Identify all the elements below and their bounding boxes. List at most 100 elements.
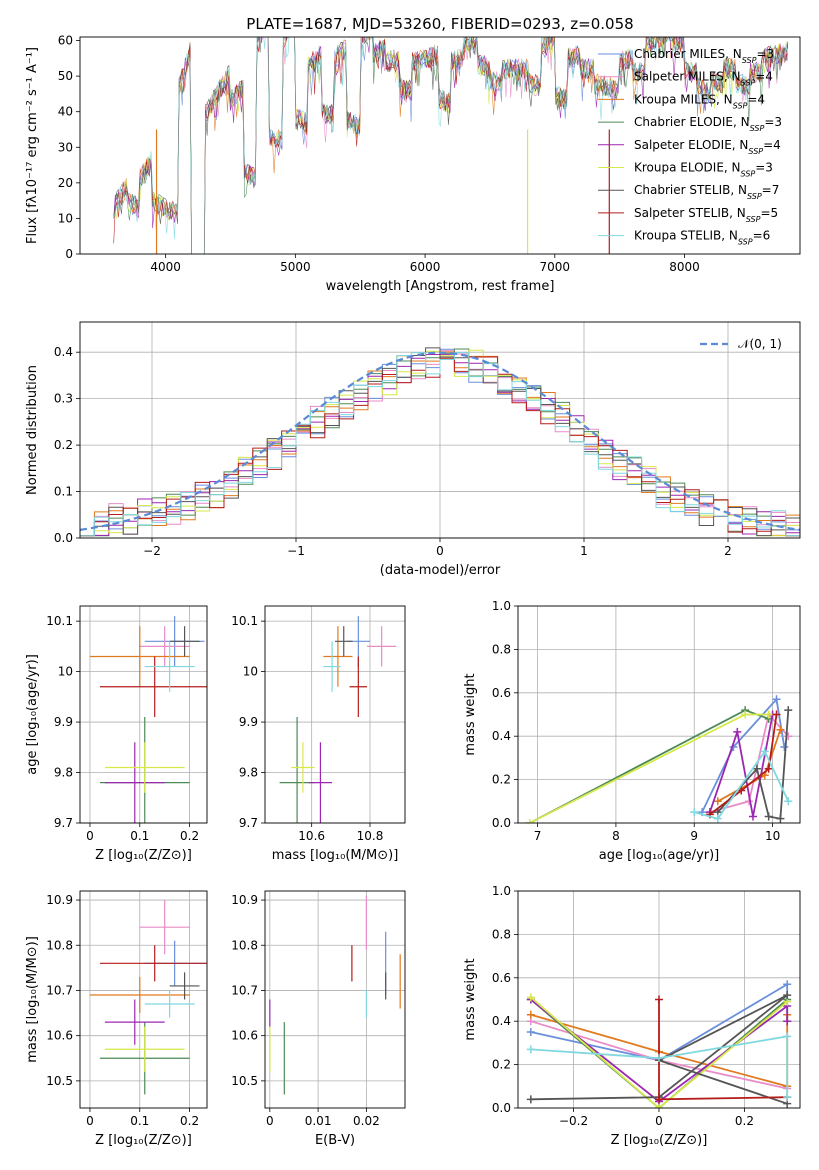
- errorbar-point: [308, 742, 333, 823]
- errorbar-point: [291, 742, 315, 793]
- tick-label-x: 8: [612, 829, 620, 843]
- legend-label: Chabrier ELODIE, NSSP=3: [634, 115, 782, 133]
- tick-label-y: 9.9: [54, 715, 73, 729]
- errorbar-point: [89, 976, 190, 1014]
- weight-marker: [783, 980, 792, 989]
- errorbar-point: [89, 626, 190, 687]
- x-axis-label: Z [log₁₀(Z/Z⊙)]: [95, 848, 192, 863]
- panel-1: −2 −1 0 1 2 0.0 0.1 0.2 0.3 0.4 (data-model)/error…: [25, 321, 801, 578]
- tick-label-y: 0.0: [492, 1101, 511, 1115]
- weight-marker: [764, 764, 773, 773]
- weight-marker: [764, 812, 773, 821]
- x-axis-label: Z [log₁₀(Z/Z⊙)]: [95, 1133, 192, 1148]
- tick-label-y: 10.5: [231, 1074, 258, 1088]
- plot-area: [89, 616, 207, 823]
- weight-marker: [780, 743, 789, 752]
- x-axis-label: wavelength [Angstrom, rest frame]: [326, 279, 555, 294]
- weight-marker: [752, 764, 761, 773]
- weight-marker: [655, 1054, 663, 1063]
- tick-label-x: 0.2: [180, 829, 199, 843]
- plot-area: [525, 695, 793, 823]
- legend-label: Chabrier STELIB, NSSP=7: [634, 183, 779, 201]
- errorbar-point: [323, 626, 353, 687]
- tick-label-y: 0.1: [54, 485, 73, 499]
- histogram-step: [80, 356, 800, 537]
- tick-label-x: 0.2: [180, 1114, 199, 1128]
- tick-label-x: −1: [287, 544, 305, 558]
- tick-label-y: 10: [58, 665, 73, 679]
- weight-marker: [690, 808, 699, 817]
- weight-line: [694, 749, 790, 820]
- weight-marker: [655, 1095, 663, 1104]
- tick-label-x: 9: [690, 829, 698, 843]
- legend: Chabrier MILES, NSSP=3 Salpeter MILES, NS…: [598, 47, 782, 246]
- tick-label-x: 10.6: [298, 829, 325, 843]
- tick-label-x: 0.2: [735, 1114, 754, 1128]
- errorbar-point: [144, 641, 195, 692]
- tick-label-y: 50: [58, 69, 73, 83]
- tick-label-x: 5000: [280, 260, 311, 274]
- tick-label-x: 6000: [410, 260, 441, 274]
- weight-marker: [783, 1093, 792, 1102]
- tick-label-y: 0.8: [492, 927, 511, 941]
- tick-label-y: 0.4: [492, 1014, 511, 1028]
- errorbar-point: [335, 626, 353, 657]
- tick-label-y: 40: [58, 105, 73, 119]
- tick-label-y: 0.3: [54, 392, 73, 406]
- errorbar-point: [144, 990, 195, 1018]
- weight-marker: [772, 695, 781, 704]
- panel-5: 0 0.1 0.2 10.5 10.6 10.7 10.8 10.9 Z [log₁₀(Z/Z⊙…: [25, 890, 208, 1148]
- axes-frame: [517, 890, 801, 1109]
- tick-label-x: 7: [534, 829, 542, 843]
- plot-area: [279, 616, 397, 823]
- tick-label-y: 10.7: [231, 983, 258, 997]
- weight-marker: [776, 725, 785, 734]
- tick-label-y: 0.2: [492, 773, 511, 787]
- tick-label-y: 10.1: [46, 614, 73, 628]
- x-axis-label: mass [log₁₀(M/M⊙)]: [272, 848, 399, 863]
- tick-label-y: 0.2: [492, 1058, 511, 1072]
- legend-label: Kroupa STELIB, NSSP=6: [634, 229, 770, 247]
- tick-label-x: 0.1: [130, 829, 149, 843]
- plot-area: [269, 895, 401, 1095]
- tick-label-y: 9.7: [54, 816, 73, 830]
- tick-label-x: 10: [765, 829, 780, 843]
- axes-frame: [79, 890, 208, 1109]
- weight-line: [529, 713, 769, 823]
- tick-label-x: 0.01: [305, 1114, 332, 1128]
- tick-label-x: 0: [266, 1114, 274, 1128]
- tick-label-x: 0.1: [130, 1114, 149, 1128]
- panel-3: 10.6 10.8 9.7 9.8 9.9 10 10.1 mass [log₁₀(M/M⊙)…: [231, 605, 406, 863]
- legend-label: Salpeter STELIB, NSSP=5: [634, 206, 778, 224]
- panel-0: 4000 5000 6000 7000 8000 0 10 20 30 40 50 60 wavelen…: [25, 34, 801, 294]
- tick-label-y: 10.7: [46, 983, 73, 997]
- tick-label-x: −2: [143, 544, 161, 558]
- tick-label-y: 10.9: [46, 893, 73, 907]
- errorbar-point: [139, 626, 190, 667]
- axes-frame: [264, 605, 406, 824]
- weight-marker: [783, 991, 792, 1000]
- weight-marker: [783, 1017, 792, 1026]
- tick-label-x: 0: [436, 544, 444, 558]
- tick-label-y: 10.6: [231, 1029, 258, 1043]
- legend-label: 𝒩(0, 1): [738, 337, 782, 351]
- weight-marker: [655, 995, 663, 1004]
- panel-2: 0 0.1 0.2 9.7 9.8 9.9 10 10.1 Z [log₁₀(Z/Z⊙)] age…: [25, 605, 208, 863]
- weight-line: [530, 996, 788, 1108]
- weight-marker: [526, 1028, 535, 1037]
- axes-frame: [79, 321, 801, 539]
- axes-frame: [79, 36, 801, 255]
- weight-line: [709, 714, 778, 816]
- tick-label-y: 9.9: [239, 715, 258, 729]
- errorbar-point: [139, 900, 190, 955]
- errorbar-point: [104, 1026, 185, 1072]
- tick-label-y: 0.6: [492, 971, 511, 985]
- errorbar-point: [349, 656, 368, 718]
- weight-marker: [764, 710, 773, 719]
- tick-label-y: 10: [243, 665, 258, 679]
- tick-label-y: 9.7: [239, 816, 258, 830]
- panel-4: 7 8 9 10 0.0 0.2 0.4 0.6 0.8 1.0 age [log₁₀(age/yr…: [463, 599, 801, 863]
- x-axis-label: age [log₁₀(age/yr)]: [599, 848, 720, 863]
- panel-6: 0 0.01 0.02 10.5 10.6 10.7 10.8 10.9 E(B-V): [231, 890, 406, 1148]
- weight-line: [701, 697, 786, 813]
